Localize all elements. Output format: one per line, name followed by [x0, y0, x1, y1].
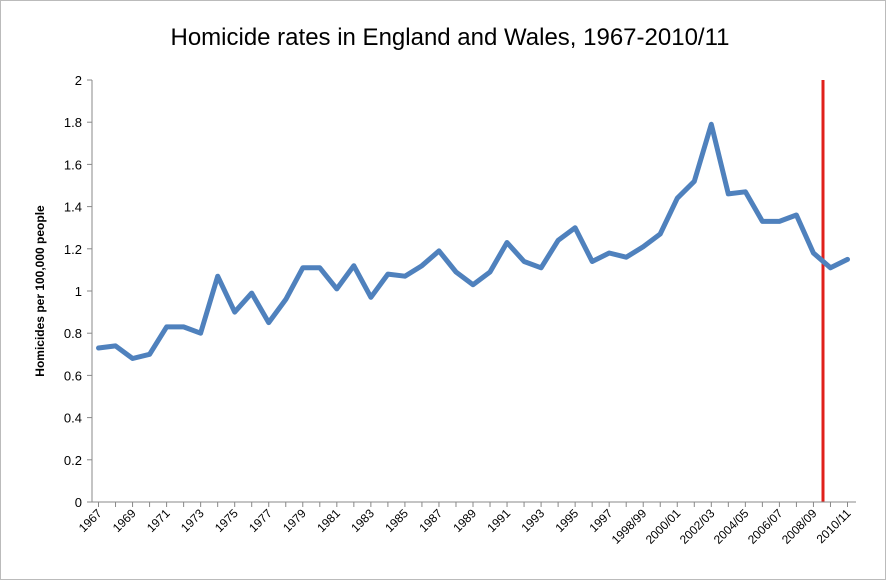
y-tick-label: 1.2	[64, 242, 82, 257]
y-tick-label: 1.6	[64, 157, 82, 172]
y-tick-label: 1	[75, 284, 82, 299]
chart-title: Homicide rates in England and Wales, 196…	[170, 24, 729, 51]
y-tick-label: 0.6	[64, 368, 82, 383]
line	[96, 121, 850, 361]
y-tick-label: 0.2	[64, 453, 82, 468]
y-tick-label: 2	[75, 73, 82, 88]
y-tick-label: 1.8	[64, 115, 82, 130]
y-tick-label: 0.8	[64, 326, 82, 341]
y-tick-label: 0	[75, 495, 82, 510]
y-axis-label: Homicides per 100,000 people	[33, 205, 47, 377]
y-tick-label: 0.4	[64, 411, 82, 426]
y-tick-label: 1.4	[64, 200, 82, 215]
